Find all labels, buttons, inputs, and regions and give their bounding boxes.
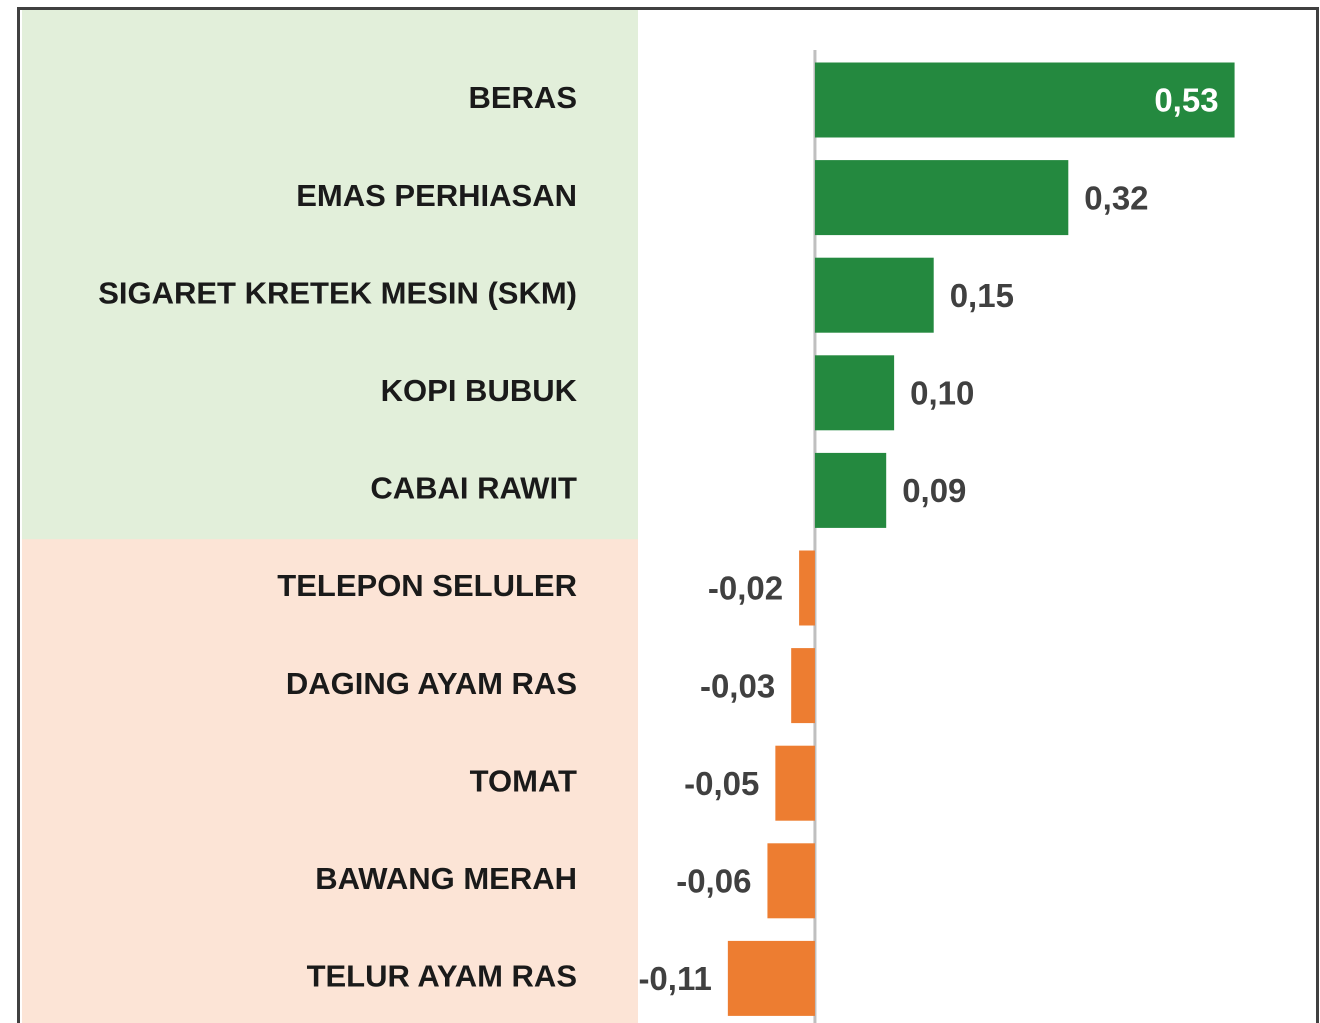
bar bbox=[814, 355, 895, 431]
value-label: 0,53 bbox=[1154, 82, 1218, 119]
bar bbox=[799, 550, 815, 626]
row-background bbox=[22, 246, 638, 345]
bar bbox=[767, 843, 815, 919]
category-label: TELEPON SELULER bbox=[277, 568, 577, 603]
value-label: -0,03 bbox=[700, 667, 775, 704]
category-label: BAWANG MERAH bbox=[315, 861, 577, 896]
value-label: -0,06 bbox=[676, 863, 751, 900]
frame bbox=[17, 7, 1319, 1023]
category-label: SIGARET KRETEK MESIN (SKM) bbox=[98, 275, 577, 310]
value-label: -0,02 bbox=[708, 570, 783, 607]
value-label: 0,15 bbox=[950, 277, 1014, 314]
category-label: TELUR AYAM RAS bbox=[307, 959, 577, 994]
row-background bbox=[22, 832, 638, 931]
category-label: CABAI RAWIT bbox=[370, 471, 577, 506]
value-label: -0,11 bbox=[638, 960, 711, 997]
row-background bbox=[22, 10, 638, 150]
row-backgrounds bbox=[22, 10, 638, 1023]
row-background bbox=[22, 148, 638, 247]
category-label: TOMAT bbox=[470, 763, 577, 798]
value-label: 0,32 bbox=[1084, 179, 1148, 216]
bar bbox=[791, 648, 815, 724]
bar bbox=[814, 452, 887, 528]
row-background bbox=[22, 539, 638, 638]
row-background bbox=[22, 929, 638, 1023]
category-label: DAGING AYAM RAS bbox=[286, 666, 577, 701]
category-label: BERAS bbox=[468, 80, 577, 115]
row-background bbox=[22, 441, 638, 540]
category-label: KOPI BUBUK bbox=[381, 373, 578, 408]
bar bbox=[775, 745, 815, 821]
value-label: -0,05 bbox=[684, 765, 759, 802]
value-label: 0,09 bbox=[902, 472, 966, 509]
bar bbox=[814, 62, 1235, 138]
value-label: 0,10 bbox=[910, 375, 974, 412]
bar bbox=[814, 257, 934, 333]
category-label: EMAS PERHIASAN bbox=[296, 178, 577, 213]
row-background bbox=[22, 636, 638, 735]
bar bbox=[814, 160, 1069, 236]
row-background bbox=[22, 734, 638, 833]
row-background bbox=[22, 344, 638, 443]
bar bbox=[727, 940, 815, 1016]
